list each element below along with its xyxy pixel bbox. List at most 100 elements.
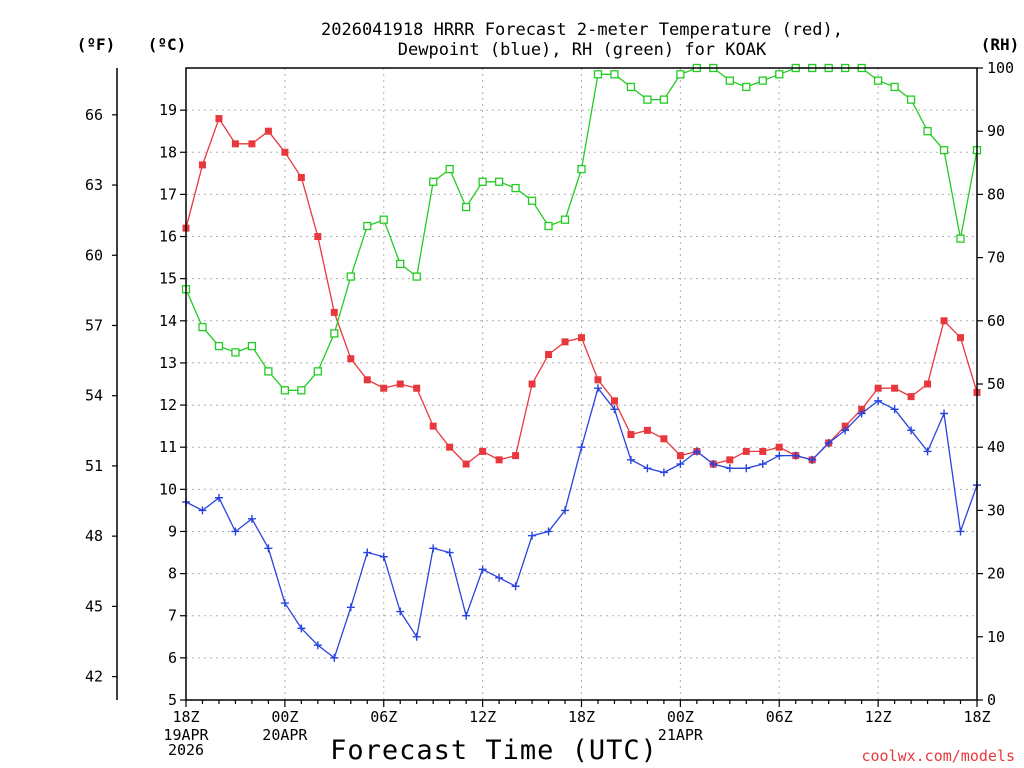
time-tick-label: 00Z — [667, 708, 694, 726]
dewpoint-point — [940, 409, 949, 418]
dewpoint-point — [758, 460, 767, 469]
rh-point — [560, 215, 570, 224]
time-tick-label: 12Z — [469, 708, 496, 726]
rh-point — [906, 95, 916, 104]
dewpoint-point — [544, 527, 553, 536]
rh-point — [923, 127, 932, 136]
2-meter-temperature-point — [841, 422, 849, 430]
dewpoint-point — [890, 405, 899, 414]
fahrenheit-tick-label: 45 — [85, 597, 103, 615]
rh-tick-label: 90 — [987, 122, 1005, 140]
rh-point — [527, 196, 537, 205]
rh-point — [873, 76, 883, 85]
rh-point — [445, 164, 454, 174]
rh-point — [742, 82, 751, 92]
rh-point — [775, 70, 784, 79]
celsius-tick-label: 18 — [159, 143, 177, 161]
2-meter-temperature-point — [347, 355, 355, 363]
2-meter-temperature-point — [215, 115, 223, 123]
2-meter-temperature-point — [545, 351, 553, 359]
2-meter-temperature-point — [413, 384, 421, 392]
2-meter-temperature-point — [957, 334, 965, 342]
rh-point — [544, 221, 553, 231]
rh-point — [956, 234, 965, 243]
dewpoint-point — [874, 396, 883, 405]
dewpoint-point — [561, 506, 570, 515]
rh-point — [626, 82, 636, 92]
fahrenheit-tick-label: 66 — [85, 106, 103, 124]
rh-point — [511, 183, 520, 193]
rh-point — [297, 386, 306, 395]
2-meter-temperature-point — [330, 308, 338, 316]
dewpoint-point — [313, 641, 322, 650]
fahrenheit-tick-label: 60 — [85, 246, 103, 264]
dewpoint-point — [791, 451, 800, 460]
celsius-tick-label: 5 — [168, 691, 177, 709]
rh-axis: 0 10 20 30 40 50 60 70 80 90 100 — [977, 59, 1014, 709]
dewpoint-point — [643, 464, 652, 473]
time-tick-label: 06Z — [370, 708, 397, 726]
time-axis: 18Z 00Z 06Z 12Z 18Z 00Z 06Z 12Z 18Z19APR202620AP… — [163, 700, 991, 759]
fahrenheit-tick-label: 63 — [85, 176, 103, 194]
rh-point — [758, 76, 767, 85]
rh-tick-label: 60 — [987, 312, 1005, 330]
2-meter-temperature-point — [512, 452, 520, 460]
dewpoint-point — [808, 455, 817, 464]
fahrenheit-tick-label: 48 — [85, 527, 103, 545]
time-tick-label: 18Z — [963, 708, 990, 726]
dewpoint-point — [824, 438, 833, 447]
dewpoint-point — [593, 384, 602, 393]
celsius-tick-label: 8 — [168, 565, 177, 583]
2-meter-temperature-point — [891, 384, 899, 392]
dewpoint-point — [528, 531, 537, 540]
celsius-tick-label: 15 — [159, 270, 177, 288]
2-meter-temperature-point — [314, 233, 322, 241]
rh-unit-label: (RH) — [981, 35, 1020, 54]
rh-point — [363, 221, 372, 231]
rh-tick-label: 30 — [987, 501, 1005, 519]
celsius-tick-label: 16 — [159, 228, 177, 246]
dewpoint-point — [231, 527, 240, 536]
celsius-tick-label: 9 — [168, 522, 177, 540]
celsius-tick-label: 19 — [159, 101, 177, 119]
2-meter-temperature-point — [676, 452, 684, 460]
2-meter-temperature-series — [182, 115, 981, 468]
celsius-tick-label: 7 — [168, 607, 177, 625]
2-meter-temperature-point — [380, 384, 388, 392]
rh-point — [231, 348, 240, 357]
dewpoint-point — [198, 506, 207, 515]
dewpoint-series — [182, 384, 981, 662]
dewpoint-point — [330, 653, 339, 662]
2-meter-temperature-point — [264, 127, 272, 135]
plot-frame — [185, 67, 978, 701]
dewpoint-point — [495, 573, 504, 582]
fahrenheit-tick-label: 51 — [85, 457, 103, 475]
fahrenheit-tick-label: 54 — [85, 387, 103, 405]
2-meter-temperature-point — [660, 435, 668, 443]
celsius-axis: 5 6 7 8 9 10 11 12 13 14 15 16 17 18 19 — [159, 101, 186, 709]
dewpoint-point — [577, 443, 586, 452]
dewpoint-point — [742, 464, 751, 473]
fahrenheit-unit-label: (ºF) — [77, 35, 116, 54]
dewpoint-point — [923, 447, 932, 456]
rh-point — [429, 177, 438, 186]
dewpoint-point — [412, 632, 421, 641]
2-meter-temperature-point — [726, 456, 734, 464]
rh-point — [890, 82, 899, 92]
rh-tick-label: 40 — [987, 438, 1005, 456]
dewpoint-point — [264, 544, 273, 553]
celsius-tick-label: 14 — [159, 312, 177, 330]
2-meter-temperature-point — [429, 422, 437, 430]
2-meter-temperature-point — [363, 376, 371, 384]
2-meter-temperature-point — [742, 447, 750, 455]
rh-point — [643, 95, 652, 104]
time-tick-label: 18Z — [568, 708, 595, 726]
rh-point — [330, 329, 339, 338]
dewpoint-point — [956, 527, 965, 536]
date-label: 19APR — [163, 726, 209, 744]
dewpoint-point — [709, 460, 718, 469]
rh-point — [396, 259, 405, 269]
dewpoint-point — [841, 426, 850, 435]
2-meter-temperature-point — [231, 140, 239, 148]
